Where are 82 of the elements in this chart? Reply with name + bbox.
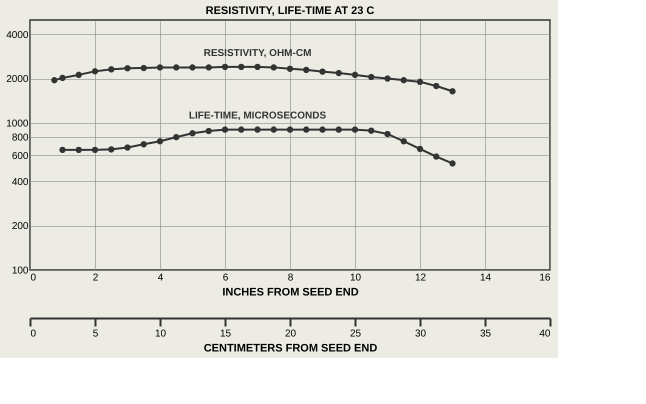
point — [449, 88, 456, 94]
x2-tick-label: 15 — [220, 328, 232, 340]
point — [108, 66, 114, 73]
point — [76, 146, 82, 154]
x2-tick-label: 25 — [350, 328, 362, 340]
point — [384, 75, 391, 82]
x-tick-label: 14 — [480, 272, 492, 284]
y-tick-label: 4000 — [6, 30, 29, 41]
point — [270, 126, 277, 133]
x-axis-title: INCHES FROM SEED END — [222, 286, 359, 298]
point — [336, 70, 342, 76]
x-tick-label: 12 — [414, 272, 426, 284]
x2-tick-label: 30 — [414, 328, 426, 340]
point — [140, 141, 147, 148]
point — [368, 74, 374, 80]
point — [140, 64, 147, 72]
x-tick-label: 6 — [222, 272, 229, 284]
point — [124, 144, 131, 151]
point — [173, 134, 180, 140]
point — [238, 64, 244, 70]
y-tick-label: 100 — [12, 266, 29, 276]
point — [303, 126, 310, 133]
x-tick-label: 0 — [30, 272, 36, 284]
y-tick-label: 600 — [12, 150, 29, 162]
x2-tick-label: 0 — [30, 328, 36, 340]
point — [189, 64, 196, 71]
point — [222, 126, 228, 133]
point — [92, 146, 98, 154]
point — [319, 126, 326, 133]
point — [59, 74, 66, 82]
y-tick-label: 1000 — [6, 118, 29, 130]
point — [124, 65, 131, 72]
point — [76, 72, 82, 78]
point — [433, 153, 440, 160]
point — [189, 130, 196, 136]
x-tick-label: 16 — [539, 272, 551, 284]
chart-title: RESISTIVITY, LIFE-TIME AT 23 C — [206, 5, 374, 17]
point — [286, 126, 294, 133]
point — [400, 138, 407, 144]
point — [156, 138, 164, 144]
x2-axis-title: CENTIMETERS FROM SEED END — [204, 342, 378, 354]
point — [51, 77, 58, 84]
point — [254, 126, 261, 133]
point — [336, 126, 342, 133]
point — [286, 66, 294, 72]
point — [433, 82, 440, 90]
point — [238, 126, 244, 133]
y-tick-label: 400 — [12, 176, 29, 188]
point — [416, 78, 424, 85]
point — [384, 130, 391, 138]
point — [92, 68, 98, 74]
x2-tick-label: 40 — [539, 328, 551, 340]
point — [400, 77, 407, 84]
point — [206, 64, 212, 71]
point — [206, 128, 212, 134]
point — [319, 68, 326, 75]
x-tick-label: 4 — [158, 272, 164, 284]
x-tick-label: 2 — [92, 272, 99, 284]
y-tick-label: 200 — [12, 221, 29, 232]
x2-tick-label: 5 — [92, 328, 99, 340]
series-label: LIFE-TIME, MICROSECONDS — [188, 110, 326, 122]
point — [222, 64, 228, 70]
y-tick-label: 2000 — [6, 74, 29, 86]
point — [156, 64, 164, 71]
point — [173, 64, 180, 71]
x-tick-label: 10 — [350, 272, 362, 284]
x2-tick-label: 10 — [154, 328, 166, 340]
x2-tick-label: 35 — [480, 328, 492, 340]
x2-tick-label: 20 — [284, 328, 296, 340]
point — [449, 160, 456, 167]
point — [303, 66, 310, 74]
point — [108, 146, 114, 153]
point — [270, 64, 277, 71]
y-tick-label: 800 — [12, 132, 29, 144]
point — [368, 128, 374, 134]
point — [352, 72, 358, 78]
point — [59, 146, 66, 154]
point — [352, 126, 358, 133]
x-tick-label: 8 — [288, 272, 294, 284]
series-label: RESISTIVITY, OHM-CM — [204, 48, 312, 59]
point — [416, 146, 424, 152]
point — [254, 64, 261, 70]
